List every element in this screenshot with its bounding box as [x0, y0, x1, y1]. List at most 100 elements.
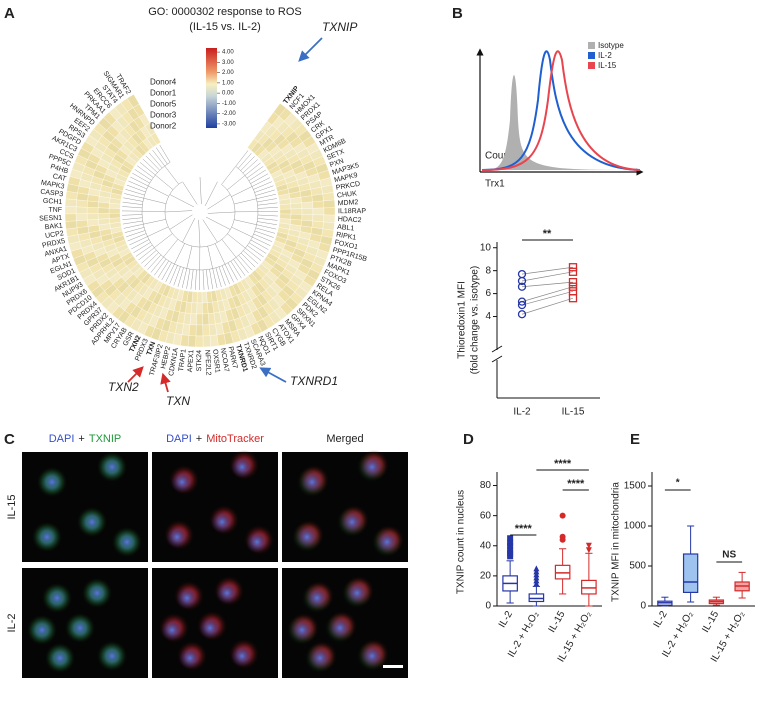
x-tick-label: IL-2	[513, 407, 531, 418]
heatmap-cell	[302, 202, 313, 209]
dendrogram-branch	[132, 173, 149, 183]
heatmap-cell	[291, 203, 302, 209]
dendrogram-branch	[183, 182, 198, 205]
heatmap-cell	[196, 325, 203, 336]
dendrogram-branch	[206, 217, 230, 229]
column-title: DAPI+MitoTracker	[166, 433, 264, 445]
dendrogram-branch	[154, 259, 166, 275]
heatmap-cell	[190, 314, 197, 325]
dendrogram-branch	[252, 178, 270, 187]
panel-letter: C	[4, 431, 15, 448]
heatmap-cell	[197, 292, 202, 303]
nucleus-stain	[102, 457, 122, 477]
y-axis-label: Thioredoxin1 MFI	[457, 281, 468, 359]
dendrogram-branch	[252, 237, 270, 246]
panel-letter: B	[452, 5, 463, 22]
y-tick-label: 0	[485, 601, 491, 612]
dendrogram-branch	[170, 265, 178, 283]
heatmap-cell	[203, 325, 210, 336]
y-tick-label: 60	[480, 510, 492, 521]
nucleus-stain	[50, 648, 70, 668]
x-tick-label: IL-15	[700, 609, 721, 635]
dendrogram-arc	[165, 182, 235, 247]
panel-letter: D	[463, 431, 474, 448]
heatmap-cell	[65, 214, 76, 222]
dendrogram-branch	[123, 198, 143, 202]
dendrogram-branch	[231, 261, 242, 278]
y-tick-label: 10	[480, 242, 492, 253]
gene-label: TRAP1	[178, 349, 188, 372]
x-axis-label: Trx1	[485, 179, 505, 190]
dendrogram-branch	[232, 227, 253, 237]
dendrogram-branch	[249, 170, 266, 181]
colorbar-tick-label: -2.00	[222, 111, 236, 117]
dendrogram-branch	[213, 269, 217, 289]
colorbar-tick-label: 3.00	[222, 60, 234, 66]
heatmap-cell	[202, 314, 209, 325]
nucleus-stain	[82, 512, 102, 532]
x-tick-label: IL-15	[547, 609, 568, 635]
nucleus-stain	[232, 646, 252, 666]
heatmap-cell	[65, 206, 76, 214]
heatmap-cell	[109, 213, 120, 218]
significance-label: NS	[722, 550, 736, 561]
box	[582, 580, 596, 594]
dendrogram-branch	[231, 186, 252, 196]
panel-letter: E	[630, 431, 640, 448]
nucleus-stain	[70, 618, 90, 638]
nucleus-stain	[177, 588, 197, 608]
dendrogram-branch	[257, 199, 277, 202]
dendrogram-branch	[130, 177, 148, 186]
heatmap-cell	[202, 292, 207, 303]
y-tick-label: 80	[480, 480, 492, 491]
dendrogram-branch	[156, 148, 167, 165]
nucleus-stain	[342, 512, 362, 532]
dendrogram-branch	[128, 234, 147, 241]
dendrogram-branch	[208, 195, 231, 210]
legend-label: Isotype	[598, 41, 624, 50]
dendrogram-branch	[163, 239, 177, 257]
dendrogram-branch	[247, 166, 263, 178]
pair-line	[522, 298, 573, 314]
callout-arrow	[302, 38, 322, 58]
dendrogram-branch	[135, 169, 152, 180]
dendrogram-branch	[257, 225, 277, 229]
pair-line	[522, 287, 573, 302]
dendrogram-branch	[144, 198, 166, 203]
dendrogram-branch	[222, 166, 236, 184]
y-axis-label: TXNIP count in nucleus	[456, 490, 467, 594]
donor-label: Donor1	[150, 89, 177, 98]
heatmap-cell	[202, 303, 208, 314]
y-axis-label: TXNIP MFI in mitochondria	[611, 482, 622, 602]
y-tick-label: 1000	[624, 521, 647, 532]
dendrogram-branch	[136, 245, 152, 256]
nucleus-stain	[87, 583, 107, 603]
legend-label: IL-15	[598, 61, 617, 70]
dendrogram-branch	[162, 263, 172, 280]
y-axis-label: (fold change vs. isotype)	[470, 266, 481, 374]
nucleus-stain	[117, 532, 137, 552]
significance-label: ****	[554, 458, 572, 470]
dendrogram-branch	[182, 268, 187, 287]
outlier	[533, 565, 539, 571]
dendrogram-branch	[206, 270, 208, 290]
nucleus-stain	[307, 588, 327, 608]
dendrogram-branch	[122, 214, 142, 215]
outlier	[507, 535, 513, 541]
heatmap-cell	[87, 213, 98, 220]
significance-label: ****	[567, 478, 585, 490]
dendrogram-branch	[199, 220, 200, 247]
dendrogram-branch	[203, 270, 204, 290]
column-title: Merged	[326, 433, 363, 445]
heatmap-cell	[324, 215, 335, 223]
dendrogram-branch	[134, 242, 151, 252]
dendrogram-branch	[127, 185, 146, 192]
heatmap-cell	[312, 194, 324, 202]
nucleus-stain	[102, 646, 122, 666]
heatmap-cell	[87, 219, 99, 226]
column-title: DAPI+TXNIP	[49, 433, 122, 445]
significance-label: ****	[515, 523, 533, 535]
significance-label: *	[676, 478, 680, 489]
